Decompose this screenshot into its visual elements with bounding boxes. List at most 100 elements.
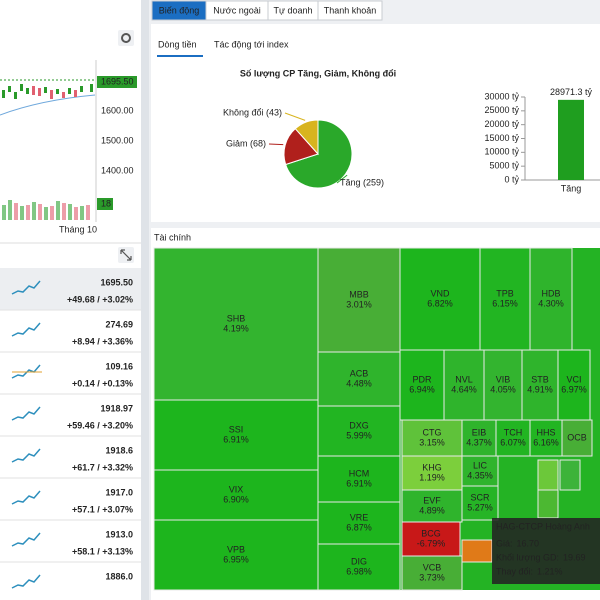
sparkline (11, 364, 41, 379)
sparkline (11, 280, 41, 295)
treemap-tile[interactable] (461, 485, 499, 521)
tile-ticker: VPB (227, 544, 245, 554)
tooltip-label: Khối lượng GD: (496, 552, 559, 562)
divider (141, 0, 149, 600)
index-price: 1695.50 (100, 277, 133, 287)
index-change: +0.14 / +0.13% (72, 378, 133, 388)
tile-ticker: ACB (350, 368, 369, 378)
small-tile (537, 459, 559, 491)
tooltip-title: HAG-CTCP Hoàng Anh (496, 521, 590, 531)
treemap-tile[interactable] (317, 351, 401, 407)
tab-label[interactable]: Biến động (159, 5, 200, 15)
bar (558, 99, 584, 180)
y-tick-label: 0 tỷ (504, 174, 519, 184)
x-tick-label: Tăng (561, 183, 582, 193)
treemap-tile[interactable] (479, 247, 531, 351)
sub-tab[interactable]: Dòng tiền (158, 39, 197, 49)
treemap-title: Tài chính (154, 232, 191, 242)
volume-up (2, 200, 84, 220)
tile-change: 3.73% (419, 572, 445, 582)
pie-leader (336, 174, 348, 184)
index-change: +61.7 / +3.32% (72, 462, 133, 472)
tile-change: 6.94% (409, 384, 435, 394)
tile-ticker: KHG (422, 462, 442, 472)
treemap-tile[interactable] (529, 247, 573, 351)
treemap-tile[interactable] (401, 455, 463, 491)
price-badge (97, 76, 137, 88)
tooltip-value: 1.21% (537, 566, 563, 576)
y-tick-label: 5000 tỷ (489, 161, 519, 171)
index-change: +49.68 / +3.02% (67, 294, 133, 304)
treemap-tile[interactable] (317, 247, 401, 353)
tile-ticker: MBB (349, 289, 369, 299)
treemap-tile[interactable] (153, 247, 319, 401)
index-price: 109.16 (105, 361, 133, 371)
treemap-tile[interactable] (401, 555, 463, 591)
top-card (151, 24, 600, 222)
tile-change: 3.01% (346, 299, 372, 309)
tile-ticker: EIB (472, 427, 487, 437)
expand-icon (120, 249, 132, 261)
tile-ticker: EVF (423, 495, 441, 505)
tab-label[interactable]: Tự doanh (273, 5, 312, 15)
tile-change: 4.30% (538, 298, 564, 308)
tile-change: 6.91% (223, 434, 249, 444)
tile-change: 4.64% (451, 384, 477, 394)
bar-value-label: 28971.3 tỷ (550, 87, 593, 97)
tile-ticker: STB (531, 374, 549, 384)
tile-ticker: VIX (229, 484, 244, 494)
tile-change: 6.90% (223, 494, 249, 504)
index-price: 274.69 (105, 319, 133, 329)
tile-change: 4.35% (467, 470, 493, 480)
pie-label: Tăng (259) (340, 177, 384, 187)
index-price: 1918.97 (100, 403, 133, 413)
sub-tab[interactable]: Tác động tới index (214, 39, 289, 49)
settings-button[interactable] (118, 30, 134, 46)
tab[interactable] (317, 0, 383, 21)
tile-change: 4.37% (466, 437, 492, 447)
price-axis-label: 1400.00 (101, 165, 134, 175)
tile-ticker: DXG (349, 420, 369, 430)
sparkline (11, 448, 41, 463)
y-tick-label: 15000 tỷ (484, 133, 519, 143)
treemap-tile[interactable] (401, 521, 461, 557)
treemap-tile[interactable] (399, 349, 445, 421)
tile-ticker: OCB (567, 432, 587, 442)
treemap-tile[interactable] (529, 419, 563, 457)
treemap-tile[interactable] (443, 349, 485, 421)
tile-change: 4.05% (490, 384, 516, 394)
tile-ticker: HHS (536, 427, 555, 437)
hovered-tile[interactable] (461, 539, 493, 563)
y-tick-label: 20000 tỷ (484, 119, 519, 129)
price-axis-label: 1500.00 (101, 135, 134, 145)
sparkline (11, 490, 41, 505)
tile-ticker: BCG (421, 528, 441, 538)
pie-slice (285, 119, 353, 189)
tile-change: 4.91% (527, 384, 553, 394)
tile-change: 1.19% (419, 472, 445, 482)
treemap-tile[interactable] (557, 349, 591, 421)
tile-ticker: CTG (423, 427, 442, 437)
treemap-tile[interactable] (153, 469, 319, 521)
tooltip-label: Giá: (496, 538, 513, 548)
tile-ticker: VRE (350, 512, 369, 522)
tab-label[interactable]: Nước ngoài (213, 5, 260, 15)
tile-change: 6.98% (346, 566, 372, 576)
tile-ticker: VND (430, 288, 450, 298)
treemap-tile[interactable] (317, 501, 401, 545)
pie-label: Giảm (68) (226, 138, 266, 148)
price-axis-label: 1600.00 (101, 105, 134, 115)
tile-change: 6.07% (500, 437, 526, 447)
tab-label[interactable]: Thanh khoản (324, 5, 377, 15)
tile-change: 6.15% (492, 298, 518, 308)
index-change: +57.1 / +3.07% (72, 504, 133, 514)
treemap-tile[interactable] (317, 543, 401, 591)
treemap-tile[interactable] (561, 419, 593, 457)
tile-ticker: TPB (496, 288, 514, 298)
tile-ticker: PDR (412, 374, 432, 384)
volume-down (14, 203, 90, 220)
pie-leader (284, 112, 306, 121)
tile-ticker: LIC (473, 460, 488, 470)
treemap-tile[interactable] (317, 405, 401, 457)
treemap-tile[interactable] (153, 519, 319, 591)
